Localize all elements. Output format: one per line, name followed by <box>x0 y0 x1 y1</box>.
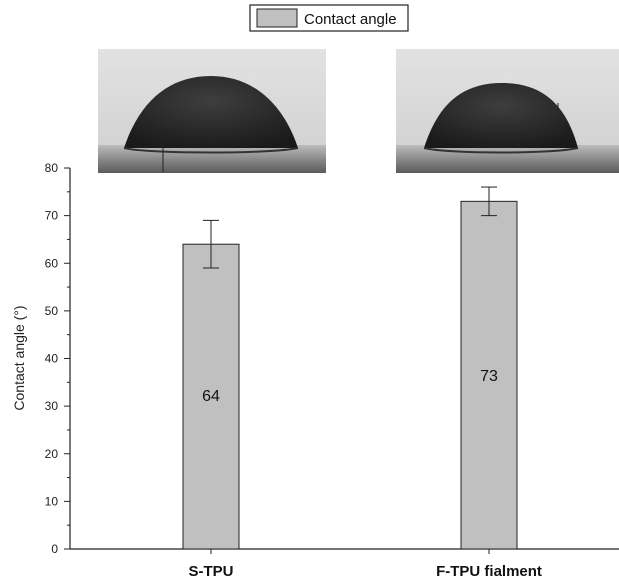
x-category-label: F-TPU fialment <box>436 563 542 580</box>
y-tick-label: 10 <box>45 494 59 508</box>
y-tick-label: 80 <box>45 161 59 175</box>
bar-value-label: 73 <box>480 368 498 385</box>
bar <box>182 243 240 550</box>
x-category-label: S-TPU <box>189 563 234 580</box>
y-axis-title: Contact angle (°) <box>11 305 27 410</box>
y-ticks: 0 10 20 30 40 50 60 70 80 <box>45 161 70 556</box>
droplet-photo-f-tpu <box>396 49 619 173</box>
legend: Contact angle <box>249 4 409 32</box>
y-tick-label: 20 <box>45 447 59 461</box>
y-tick-label: 50 <box>45 304 59 318</box>
bars: S-TPU 64 F-TPU fialment 73 <box>182 186 542 580</box>
legend-label: Contact angle <box>304 11 397 28</box>
legend-swatch <box>256 8 298 28</box>
bar <box>460 200 518 550</box>
y-tick-label: 0 <box>51 542 58 556</box>
bar-value-label: 64 <box>202 388 220 405</box>
y-tick-label: 70 <box>45 209 59 223</box>
y-tick-label: 60 <box>45 256 59 270</box>
y-tick-label: 40 <box>45 352 59 366</box>
droplet-photo-s-tpu <box>98 49 326 173</box>
y-tick-label: 30 <box>45 399 59 413</box>
axes <box>69 168 619 550</box>
